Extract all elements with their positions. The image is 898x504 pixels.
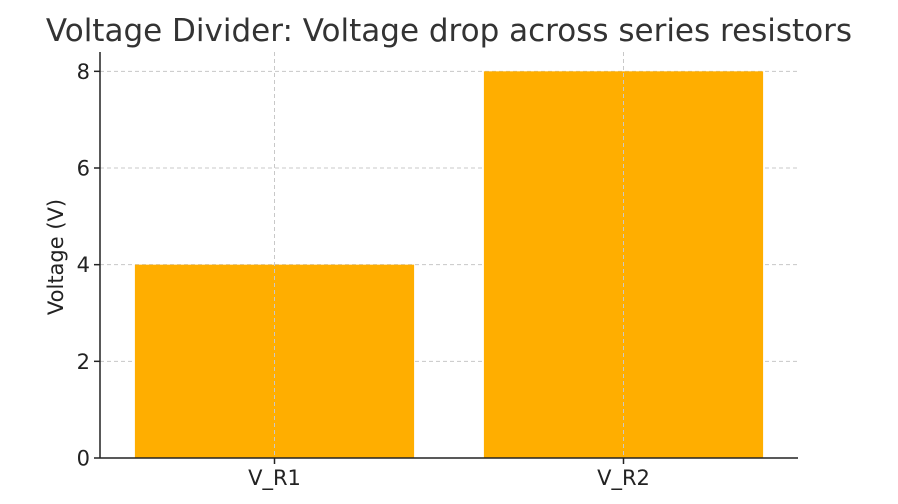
y-tick-label: 0 — [77, 447, 90, 471]
axes — [99, 52, 798, 459]
x-ticks: V_R1 V_R2 — [248, 458, 650, 491]
y-ticks: 0 2 4 6 8 — [77, 60, 100, 471]
y-tick-label: 6 — [77, 157, 90, 181]
y-tick-label: 2 — [77, 350, 90, 374]
chart-title: Voltage Divider: Voltage drop across ser… — [46, 13, 852, 49]
y-tick-label: 4 — [77, 253, 90, 277]
y-tick-label: 8 — [77, 60, 90, 84]
x-tick-label: V_R1 — [248, 466, 301, 491]
bars — [134, 52, 764, 458]
x-tick-label: V_R2 — [597, 466, 650, 491]
y-axis-label: Voltage (V) — [44, 199, 68, 315]
